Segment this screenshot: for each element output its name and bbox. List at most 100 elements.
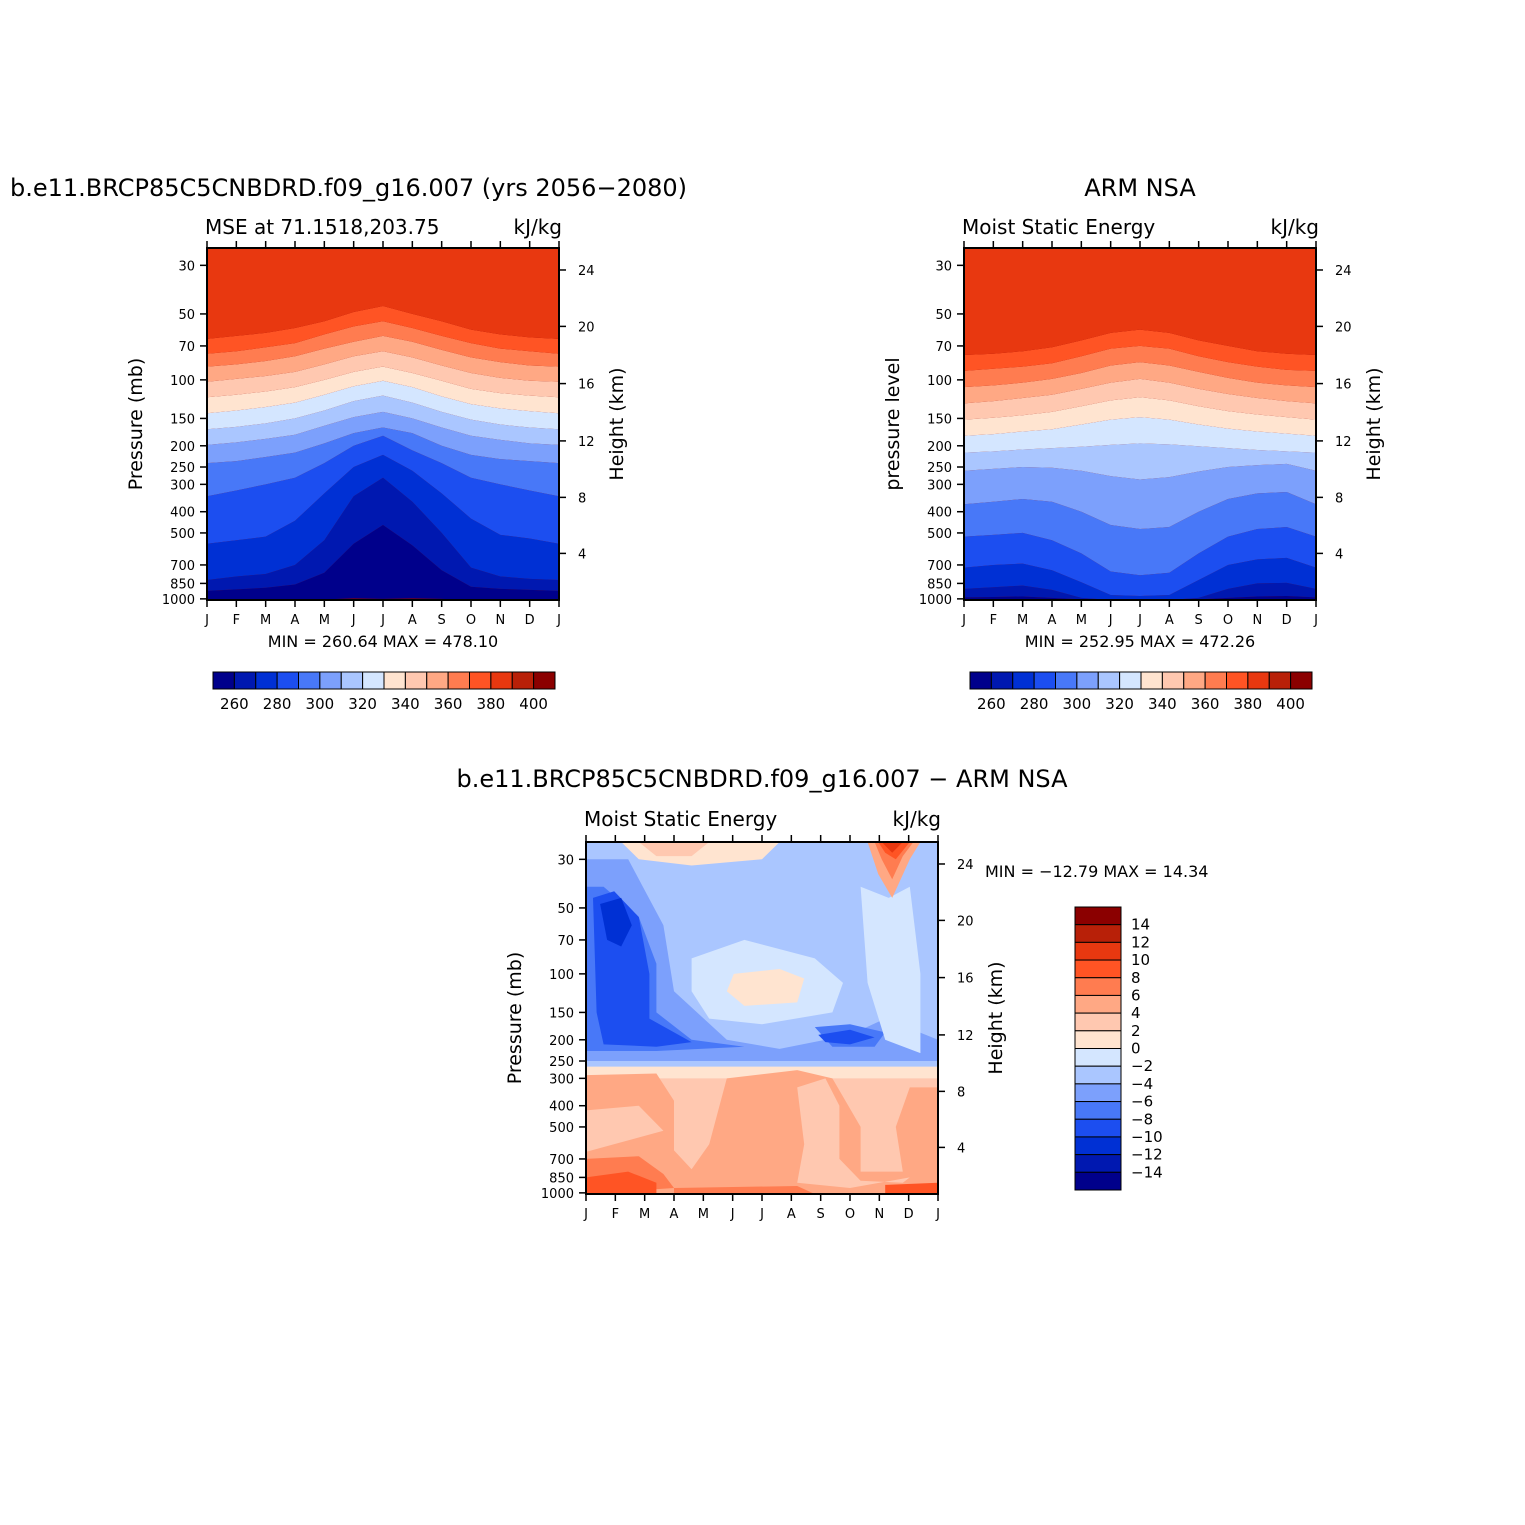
x-tick-label: O <box>1223 613 1233 628</box>
region-lower-red-2 <box>885 1182 938 1194</box>
colorbar-swatch <box>298 671 321 690</box>
colorbar-swatch <box>212 671 235 690</box>
colorbar-label: 300 <box>1063 695 1092 713</box>
x-tick-label: J <box>1137 613 1142 628</box>
y-tick-label: 100 <box>927 374 952 389</box>
colorbar-swatch <box>1074 1101 1122 1120</box>
height-tick-label: 4 <box>957 1141 965 1156</box>
colorbar-swatch <box>276 671 299 690</box>
x-tick-label: A <box>408 613 417 628</box>
colorbar-label: 2 <box>1131 1022 1141 1040</box>
contour-band <box>964 329 1316 371</box>
panel3-axes: J F M A M J J A S O N D J 30 50 70 100 150 200 250 300 400 500… <box>541 835 974 1222</box>
y-tick-label: 70 <box>178 340 195 355</box>
contour-band <box>964 248 1316 355</box>
contour-band <box>207 435 559 544</box>
height-tick-label: 12 <box>957 1029 974 1044</box>
height-tick-label: 24 <box>1335 264 1352 279</box>
contour-band <box>964 527 1316 596</box>
colorbar-label: 340 <box>1148 695 1177 713</box>
x-tick-label: J <box>759 1207 764 1222</box>
height-tick-label: 20 <box>578 320 595 335</box>
colorbar-label: 320 <box>1105 695 1134 713</box>
y-tick-label: 50 <box>178 308 195 323</box>
x-tick-label: J <box>204 613 209 628</box>
region-blue-deepest <box>600 897 632 947</box>
region-lower-mid <box>797 1078 910 1188</box>
colorbar-label: 280 <box>263 695 292 713</box>
contour-band <box>207 351 559 398</box>
contour-band <box>207 335 559 382</box>
colorbar-swatch <box>1074 1065 1122 1085</box>
contour-band <box>207 477 559 591</box>
contour-band <box>207 427 559 497</box>
panel1-axes: J F M A M J J A S O N D J 30 50 70 100 150 200 250 300 400 500… <box>162 241 595 628</box>
colorbar-swatch <box>447 671 470 690</box>
colorbar-label: 6 <box>1131 986 1141 1004</box>
panel2-colorbar: 260 280 300 320 340 360 380 400 <box>969 671 1313 713</box>
colorbar-swatch <box>490 671 513 690</box>
colorbar-swatch <box>1012 671 1035 690</box>
colorbar-swatch <box>1074 1171 1122 1191</box>
y-tick-label: 150 <box>927 412 952 427</box>
height-tick-label: 16 <box>957 972 974 987</box>
colorbar-swatch <box>1074 1136 1122 1156</box>
colorbar-swatch <box>1161 671 1185 690</box>
height-tick-label: 24 <box>957 858 974 873</box>
height-tick-label: 16 <box>1335 378 1352 393</box>
panel1-title: b.e11.BRCP85C5CNBDRD.f09_g16.007 (yrs 20… <box>10 174 687 202</box>
colorbar-label: 12 <box>1131 933 1150 951</box>
contour-band <box>964 362 1316 404</box>
y-tick-label: 1000 <box>162 593 195 608</box>
x-tick-label: N <box>1252 613 1262 628</box>
colorbar-label: 360 <box>434 695 463 713</box>
y-tick-label: 200 <box>170 440 195 455</box>
panel3-ylabel: Pressure (mb) <box>504 952 526 1085</box>
colorbar-swatch <box>362 671 385 690</box>
colorbar-label: 0 <box>1131 1040 1141 1058</box>
x-tick-label: J <box>961 613 966 628</box>
panel1-subtitle-right: kJ/kg <box>514 215 563 239</box>
colorbar-swatch <box>1074 1154 1122 1173</box>
region-blue <box>586 859 938 1061</box>
colorbar-label: −12 <box>1131 1146 1163 1164</box>
x-tick-label: M <box>698 1207 709 1222</box>
contour-band <box>964 491 1316 576</box>
y-tick-label: 850 <box>927 577 952 592</box>
colorbar-label: −6 <box>1131 1093 1153 1111</box>
colorbar-label: −8 <box>1131 1110 1153 1128</box>
panel1-contour-fill <box>207 248 559 600</box>
y-tick-label: 700 <box>549 1153 574 1168</box>
colorbar-swatch <box>319 671 342 690</box>
height-tick-label: 16 <box>578 378 595 393</box>
panel3-contour-fill <box>586 842 938 1194</box>
y-tick-label: 50 <box>935 308 952 323</box>
height-tick-label: 8 <box>578 491 586 506</box>
panel2-ylabel: pressure level <box>882 357 904 490</box>
y-tick-label: 100 <box>549 968 574 983</box>
colorbar-label: −4 <box>1131 1075 1153 1093</box>
x-tick-label: A <box>291 613 300 628</box>
contour-band <box>207 380 559 430</box>
y-tick-label: 300 <box>170 478 195 493</box>
contour-band <box>964 378 1316 420</box>
y-tick-label: 850 <box>549 1171 574 1186</box>
x-tick-label: A <box>787 1207 796 1222</box>
panel2-contour-fill <box>964 248 1316 600</box>
panel2-subtitle-left: Moist Static Energy <box>962 215 1155 239</box>
colorbar-swatch <box>1074 959 1122 979</box>
colorbar-label: 14 <box>1131 916 1150 934</box>
colorbar-swatch <box>1055 671 1078 690</box>
colorbar-swatch <box>404 671 428 690</box>
y-tick-label: 150 <box>170 412 195 427</box>
x-tick-label: J <box>380 613 385 628</box>
contour-band <box>207 305 559 354</box>
y-tick-label: 700 <box>927 559 952 574</box>
contour-band <box>207 395 559 445</box>
y-tick-label: 300 <box>927 478 952 493</box>
x-tick-label: F <box>612 1207 619 1222</box>
colorbar-swatch <box>969 671 992 690</box>
colorbar-swatch <box>1074 994 1122 1014</box>
contour-band <box>964 417 1316 453</box>
